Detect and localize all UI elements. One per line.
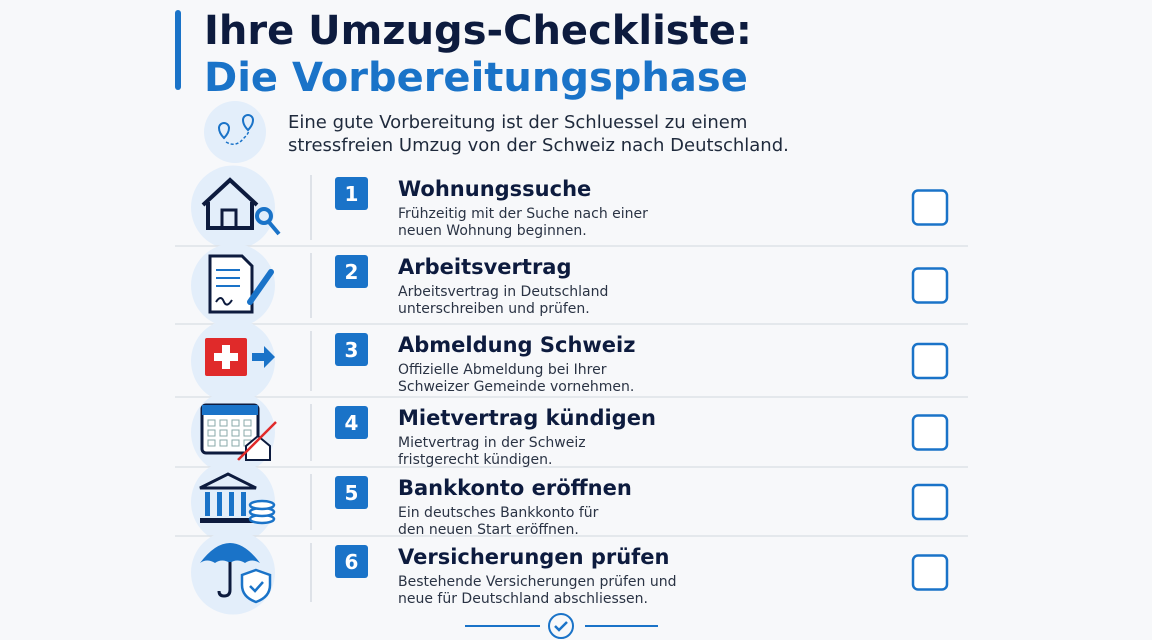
item-description: Arbeitsvertrag in Deutschland bbox=[398, 284, 608, 300]
item-number: 3 bbox=[345, 338, 359, 362]
shield-check bbox=[249, 581, 264, 593]
small-house bbox=[245, 434, 271, 461]
checklist-item: 4 Mietvertrag kündigen Mietvertrag in der … bbox=[175, 390, 968, 475]
calendar-day bbox=[243, 429, 252, 437]
pen bbox=[247, 269, 274, 305]
checklist-item: 6 Versicherungen prüfen Bestehende Versich… bbox=[191, 530, 949, 615]
shield bbox=[240, 568, 272, 604]
checkbox[interactable] bbox=[911, 342, 949, 380]
item-title: Mietvertrag kündigen bbox=[398, 406, 656, 430]
calendar-day bbox=[207, 439, 216, 447]
number-badge bbox=[335, 333, 368, 366]
calendar-day bbox=[219, 429, 228, 437]
calendar-day bbox=[231, 419, 240, 427]
item-description: Frühzeitig mit der Suche nach einer bbox=[398, 206, 648, 222]
intro-line: stressfreien Umzug von der Schweiz nach … bbox=[288, 135, 789, 156]
key bbox=[255, 207, 273, 225]
calendar-day bbox=[243, 419, 252, 427]
document bbox=[208, 254, 254, 314]
item-number: 2 bbox=[345, 260, 359, 284]
checklist-item: 1 Wohnungssuche Frühzeitig mit der Suche n… bbox=[175, 165, 968, 250]
handle bbox=[217, 562, 232, 598]
checklist-item: 3 Abmeldung Schweiz Offizielle Abmeldung b… bbox=[175, 319, 968, 403]
number-badge bbox=[335, 545, 368, 578]
item-title: Abmeldung Schweiz bbox=[398, 333, 635, 357]
number-badge bbox=[335, 476, 368, 509]
item-title: Wohnungssuche bbox=[398, 177, 591, 201]
column bbox=[217, 492, 222, 516]
item-description: fristgerecht kündigen. bbox=[398, 452, 552, 468]
checkbox[interactable] bbox=[911, 554, 949, 591]
item-description: neuen Wohnung beginnen. bbox=[398, 223, 587, 239]
item-description: den neuen Start eröffnen. bbox=[398, 522, 579, 538]
item-number: 6 bbox=[345, 550, 359, 574]
calendar-day bbox=[231, 439, 240, 447]
bank-roof bbox=[199, 472, 257, 490]
intro-line: Eine gute Vorbereitung ist der Schluesse… bbox=[288, 112, 747, 133]
calendar-top bbox=[202, 405, 258, 415]
title-accent bbox=[175, 10, 181, 90]
checkbox[interactable] bbox=[911, 483, 949, 521]
cross bbox=[214, 345, 238, 369]
signature bbox=[215, 297, 233, 306]
calendar-day bbox=[207, 419, 216, 427]
key-shaft bbox=[266, 219, 281, 236]
column bbox=[205, 492, 210, 516]
calendar-day bbox=[219, 419, 228, 427]
checklist-item: 5 Bankkonto eröffnen Ein deutsches Bankkon… bbox=[175, 460, 968, 544]
checkbox[interactable] bbox=[911, 189, 949, 226]
arrow bbox=[252, 346, 275, 368]
calendar-day bbox=[231, 429, 240, 437]
item-description: Mietvertrag in der Schweiz bbox=[398, 435, 586, 451]
calendar-day bbox=[219, 439, 228, 447]
calendar-day bbox=[207, 429, 216, 437]
checklist-item: 2 Arbeitsvertrag Arbeitsvertrag in Deutsch… bbox=[175, 243, 968, 328]
map-icon bbox=[204, 101, 266, 163]
checkbox[interactable] bbox=[911, 267, 949, 304]
item-number: 4 bbox=[345, 411, 359, 435]
item-number: 5 bbox=[345, 481, 359, 505]
number-badge bbox=[335, 406, 368, 439]
coin bbox=[248, 499, 276, 511]
item-number: 1 bbox=[345, 182, 359, 206]
item-description: Schweizer Gemeinde vornehmen. bbox=[398, 379, 634, 395]
strike bbox=[237, 421, 277, 461]
title-line1: Ihre Umzugs-Checkliste: bbox=[204, 8, 752, 54]
item-description: Ein deutsches Bankkonto für bbox=[398, 505, 599, 521]
umbrella bbox=[200, 543, 260, 563]
door bbox=[220, 208, 238, 230]
item-description: Offizielle Abmeldung bei Ihrer bbox=[398, 362, 607, 378]
item-description: neue für Deutschland abschliessen. bbox=[398, 591, 648, 607]
number-badge bbox=[335, 177, 368, 210]
column bbox=[229, 492, 234, 516]
number-badge bbox=[335, 255, 368, 288]
item-description: unterschreiben und prüfen. bbox=[398, 301, 590, 317]
item-description: Bestehende Versicherungen prüfen und bbox=[398, 574, 677, 590]
title-line2: Die Vorbereitungsphase bbox=[204, 55, 748, 101]
checkbox[interactable] bbox=[911, 414, 949, 451]
item-title: Arbeitsvertrag bbox=[398, 255, 572, 279]
footer-ornament bbox=[465, 613, 658, 639]
item-title: Versicherungen prüfen bbox=[398, 545, 670, 569]
bank-base bbox=[200, 518, 254, 523]
column bbox=[241, 492, 246, 516]
item-title: Bankkonto eröffnen bbox=[398, 476, 632, 500]
